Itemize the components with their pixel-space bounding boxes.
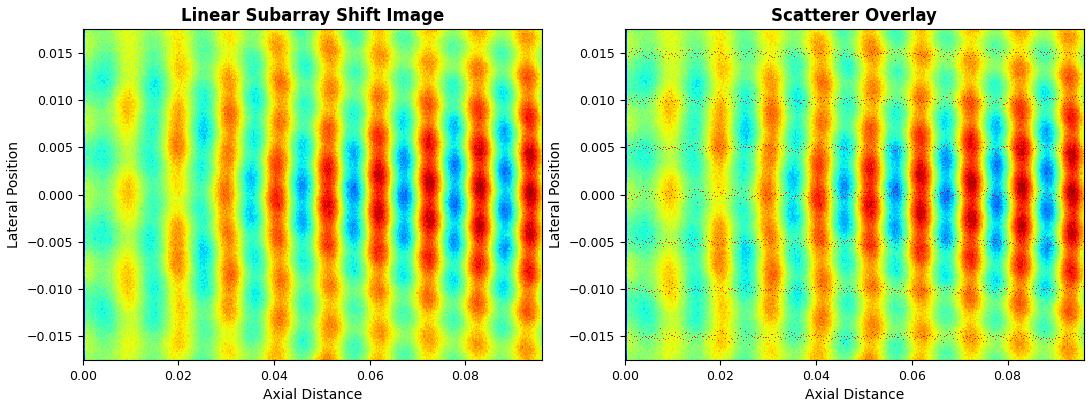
X-axis label: Axial Distance: Axial Distance xyxy=(805,388,904,402)
Y-axis label: Lateral Position: Lateral Position xyxy=(549,141,563,248)
Title: Linear Subarray Shift Image: Linear Subarray Shift Image xyxy=(181,7,444,25)
X-axis label: Axial Distance: Axial Distance xyxy=(263,388,362,402)
Y-axis label: Lateral Position: Lateral Position xyxy=(7,141,21,248)
Title: Scatterer Overlay: Scatterer Overlay xyxy=(771,7,937,25)
